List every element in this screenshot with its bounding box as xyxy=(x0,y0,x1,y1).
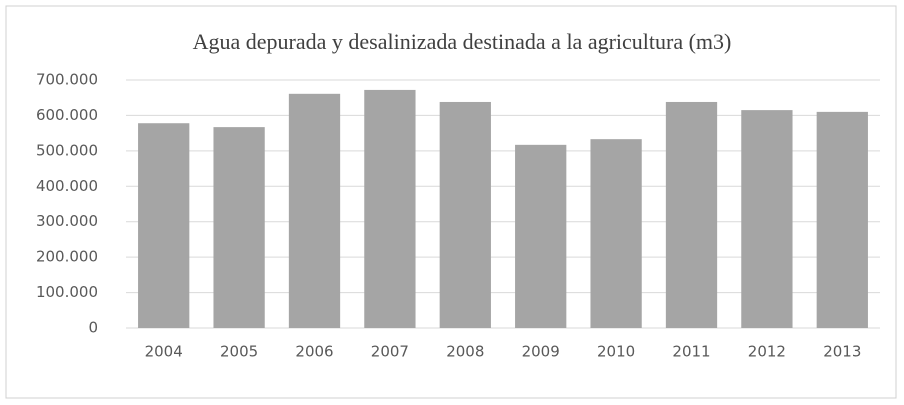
x-tick-label: 2009 xyxy=(522,343,560,361)
y-tick-label: 600.000 xyxy=(36,106,98,124)
bar xyxy=(138,123,190,328)
bar xyxy=(665,101,718,328)
y-tick-label: 400.000 xyxy=(36,177,98,195)
x-tick-label: 2005 xyxy=(220,343,258,361)
y-tick-label: 500.000 xyxy=(36,141,98,159)
y-tick-label: 700.000 xyxy=(36,71,98,89)
x-tick-label: 2013 xyxy=(823,343,861,361)
x-tick-label: 2007 xyxy=(371,343,409,361)
x-tick-label: 2004 xyxy=(145,343,183,361)
chart-title: Agua depurada y desalinizada destinada a… xyxy=(193,29,732,54)
x-tick-label: 2010 xyxy=(597,343,635,361)
bar xyxy=(288,93,341,329)
x-tick-label: 2006 xyxy=(295,343,333,361)
bar xyxy=(364,89,416,328)
bar xyxy=(213,127,265,329)
y-tick-label: 200.000 xyxy=(36,248,98,266)
y-tick-label: 300.000 xyxy=(36,212,98,230)
x-tick-label: 2012 xyxy=(748,343,786,361)
bar xyxy=(590,139,642,328)
bar xyxy=(515,144,567,328)
y-tick-label: 100.000 xyxy=(36,283,98,301)
x-tick-label: 2011 xyxy=(672,343,710,361)
y-tick-label: 0 xyxy=(88,319,98,337)
x-tick-label: 2008 xyxy=(446,343,484,361)
bar xyxy=(741,110,793,328)
bar xyxy=(816,111,868,328)
bar xyxy=(439,101,491,328)
